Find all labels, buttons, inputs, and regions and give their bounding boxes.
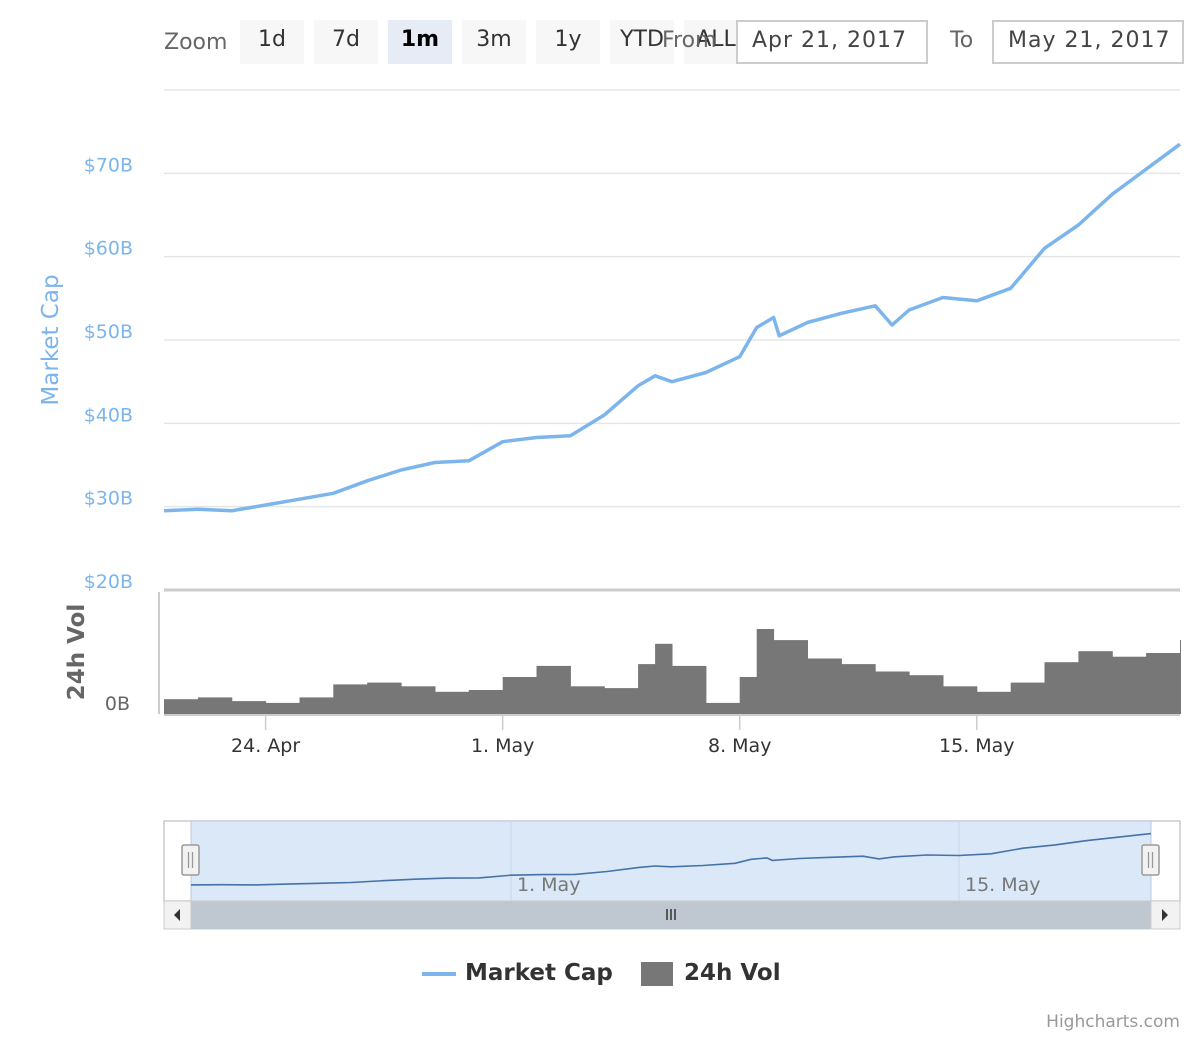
volume-bar <box>705 702 741 714</box>
scrollbar-right-button[interactable] <box>1150 900 1181 930</box>
volume-bar <box>1146 653 1181 714</box>
volume-series <box>164 629 1181 714</box>
market-cap-grid <box>164 89 1180 591</box>
volume-bar <box>976 691 1012 714</box>
volume-bar <box>739 677 758 714</box>
x-axis-label: 24. Apr <box>231 735 300 757</box>
volume-bar <box>434 691 470 714</box>
volume-bar <box>773 640 808 714</box>
volume-bar <box>164 699 199 714</box>
volume-bar <box>333 684 368 714</box>
volume-bar <box>638 664 656 714</box>
market-cap-axis-label: $70B <box>84 154 133 176</box>
x-axis-label: 1. May <box>471 735 534 757</box>
zoom-3m-button[interactable]: 3m <box>462 20 526 64</box>
from-label: From <box>662 28 717 53</box>
navigator-series-line <box>190 832 1152 886</box>
x-axis-label: 15. May <box>939 735 1015 757</box>
zoom-1y-button[interactable]: 1y <box>536 20 600 64</box>
volume-bar <box>197 697 233 714</box>
market-cap-axis-label: $60B <box>84 238 133 260</box>
volume-bar <box>875 671 910 714</box>
credits-link[interactable]: Highcharts.com <box>1046 1012 1180 1032</box>
navigator-selected-range[interactable] <box>190 820 1152 902</box>
scrollbar-left-button[interactable] <box>163 900 192 930</box>
market-cap-axis-labels: $20B $30B $40B $50B $60B $70B <box>84 154 133 593</box>
volume-bar <box>841 664 876 714</box>
volume-bar <box>604 688 639 714</box>
volume-bar <box>1078 651 1113 714</box>
zoom-7d-button[interactable]: 7d <box>314 20 378 64</box>
market-cap-axis-label: $30B <box>84 488 133 510</box>
x-axis-label: 8. May <box>708 735 771 757</box>
zoom-1m-button[interactable]: 1m <box>388 20 452 64</box>
volume-bar <box>265 702 300 714</box>
zoom-ytd-button[interactable]: YTD <box>610 20 674 64</box>
volume-bar <box>807 658 842 714</box>
to-label: To <box>950 28 974 53</box>
volume-bar <box>536 665 571 714</box>
volume-bar <box>367 682 402 714</box>
market-cap-axis-label: $40B <box>84 404 133 426</box>
navigator-tick-label: 15. May <box>965 874 1041 896</box>
volume-bar <box>756 629 775 714</box>
volume-bar <box>502 677 538 714</box>
volume-bar <box>672 665 707 714</box>
market-cap-axis-title: Market Cap <box>38 274 64 405</box>
zoom-label: Zoom <box>164 30 228 55</box>
scrollbar-thumb[interactable] <box>191 901 1151 929</box>
volume-bar <box>1044 662 1079 714</box>
volume-axis-label-0: 0B <box>105 693 130 715</box>
market-cap-axis-label: $50B <box>84 321 133 343</box>
volume-axis-title: 24h Vol <box>64 604 90 701</box>
navigator-grid <box>510 821 960 901</box>
legend-item-volume[interactable]: 24h Vol <box>684 960 781 986</box>
volume-bar <box>1180 640 1181 714</box>
navigator-left-handle[interactable] <box>181 844 200 876</box>
volume-bar <box>570 686 605 714</box>
market-cap-axis-label: $20B <box>84 571 133 593</box>
navigator-ticks: 1. May 15. May <box>517 874 1041 896</box>
volume-bar <box>401 686 436 714</box>
navigator[interactable]: 1. May 15. May <box>163 820 1181 930</box>
to-date-input[interactable]: May 21, 2017 <box>992 20 1184 64</box>
x-axis: 24. Apr 1. May 8. May 15. May <box>231 715 1015 757</box>
market-cap-series-line <box>163 142 1182 513</box>
volume-bar <box>1112 656 1147 714</box>
volume-bar <box>299 697 334 714</box>
volume-bar <box>909 675 944 714</box>
volume-bar <box>468 690 504 714</box>
navigator-right-handle[interactable] <box>1141 844 1160 876</box>
volume-bar <box>231 701 267 714</box>
legend-volume-symbol <box>641 962 673 986</box>
zoom-1d-button[interactable]: 1d <box>240 20 304 64</box>
volume-bar <box>942 686 978 714</box>
volume-bar <box>1010 682 1046 714</box>
navigator-tick-label: 1. May <box>517 874 580 896</box>
from-date-input[interactable]: Apr 21, 2017 <box>736 20 928 64</box>
volume-bar <box>655 643 673 714</box>
legend-item-market-cap[interactable]: Market Cap <box>465 960 613 986</box>
